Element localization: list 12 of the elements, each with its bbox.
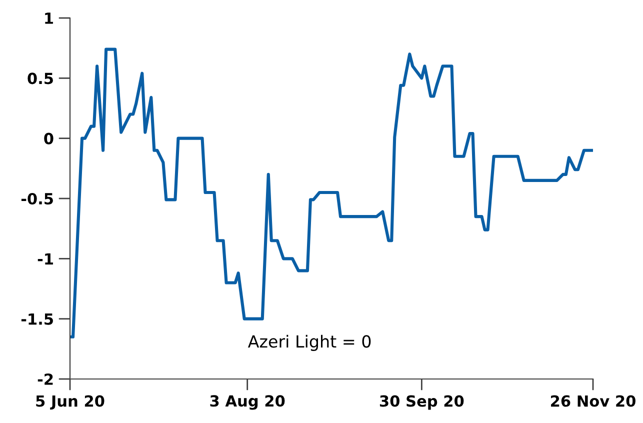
x-tick-label: 26 Nov 20 (551, 395, 636, 407)
y-tick-label: 0 (44, 132, 54, 144)
y-tick-label: 1 (45, 12, 53, 24)
y-tick-label: -1 (38, 253, 53, 264)
x-tick-label: 3 Aug 20 (210, 395, 285, 410)
y-tick-label: -1.5 (21, 314, 53, 325)
annotation: Azeri Light = 0 (248, 334, 371, 351)
y-tick-label: -2 (38, 373, 53, 385)
x-tick-label: 5 Jun 20 (36, 395, 104, 410)
y-tick-label: 0.5 (28, 72, 53, 84)
y-tick-label: -0.5 (21, 192, 53, 205)
x-tick-label: 30 Sep 20 (380, 395, 464, 410)
